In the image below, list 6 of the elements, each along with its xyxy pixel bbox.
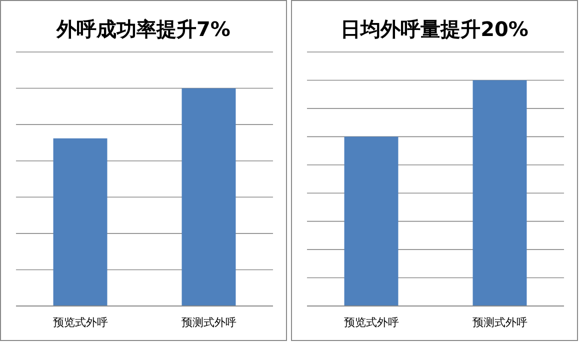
x-tick-label: 预览式外呼 [344, 316, 399, 329]
chart-title: 日均外呼量提升20% [340, 17, 528, 41]
x-tick-label: 预测式外呼 [472, 316, 528, 329]
chart-title: 外呼成功率提升7% [56, 17, 230, 41]
x-tick-label: 预览式外呼 [52, 316, 108, 329]
x-tick-label: 预测式外呼 [181, 316, 236, 329]
